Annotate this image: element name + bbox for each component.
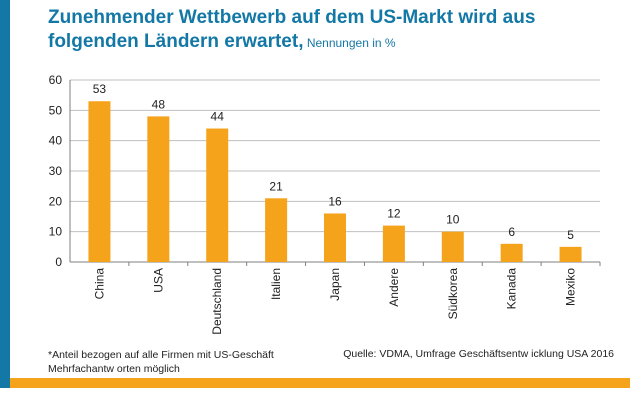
- x-category-label: Italien: [269, 268, 283, 300]
- bar: [441, 231, 464, 262]
- x-category-label: Mexiko: [564, 268, 578, 306]
- left-accent-bar: [0, 0, 10, 388]
- y-tick-label: 30: [49, 164, 63, 178]
- x-category-label: Kanada: [505, 268, 519, 310]
- bar-value-label: 53: [93, 82, 107, 96]
- x-category-label: Japan: [328, 268, 342, 301]
- x-category-label: USA: [151, 268, 165, 293]
- bar: [324, 213, 346, 262]
- x-category-label: Andere: [387, 268, 401, 307]
- x-category-label: Deutschland: [210, 268, 224, 335]
- bar-value-label: 10: [446, 213, 460, 227]
- title-unit: Nennungen in %: [303, 36, 396, 50]
- bar: [88, 101, 111, 262]
- title-line-2: folgenden Ländern erwartet, Nennungen in…: [48, 30, 618, 55]
- chart-title: Zunehmender Wettbewerb auf dem US-Markt …: [48, 6, 618, 55]
- bar-value-label: 44: [211, 110, 225, 124]
- y-tick-label: 20: [49, 194, 63, 208]
- x-category-label: Südkorea: [446, 268, 460, 320]
- bar-value-label: 16: [328, 194, 342, 208]
- bar: [382, 225, 405, 262]
- bar: [206, 128, 229, 262]
- bar-value-label: 48: [152, 97, 166, 111]
- footnote-line-1: *Anteil bezogen auf alle Firmen mit US-G…: [48, 349, 274, 361]
- bottom-accent-bar: [10, 378, 630, 388]
- title-line-1: Zunehmender Wettbewerb auf dem US-Markt …: [48, 7, 536, 28]
- bar: [147, 116, 170, 263]
- y-tick-label: 40: [49, 134, 63, 148]
- bar-value-label: 12: [387, 207, 401, 221]
- y-tick-label: 0: [55, 255, 62, 269]
- bar-value-label: 6: [508, 225, 515, 239]
- bar-value-label: 21: [269, 179, 283, 193]
- y-tick-label: 50: [49, 103, 63, 117]
- footnote-line-2: Mehrfachantw orten möglich: [48, 363, 180, 375]
- title-line-2-text: folgenden Ländern erwartet,: [48, 31, 304, 52]
- bar: [265, 198, 288, 262]
- y-tick-label: 10: [49, 225, 63, 239]
- bar-value-label: 5: [567, 228, 574, 242]
- x-category-label: China: [92, 268, 106, 300]
- y-tick-label: 60: [49, 73, 63, 87]
- source-note: Quelle: VDMA, Umfrage Geschäftsentw ickl…: [343, 348, 614, 360]
- bar: [500, 243, 523, 262]
- footnote: *Anteil bezogen auf alle Firmen mit US-G…: [48, 348, 274, 376]
- bar: [559, 246, 582, 262]
